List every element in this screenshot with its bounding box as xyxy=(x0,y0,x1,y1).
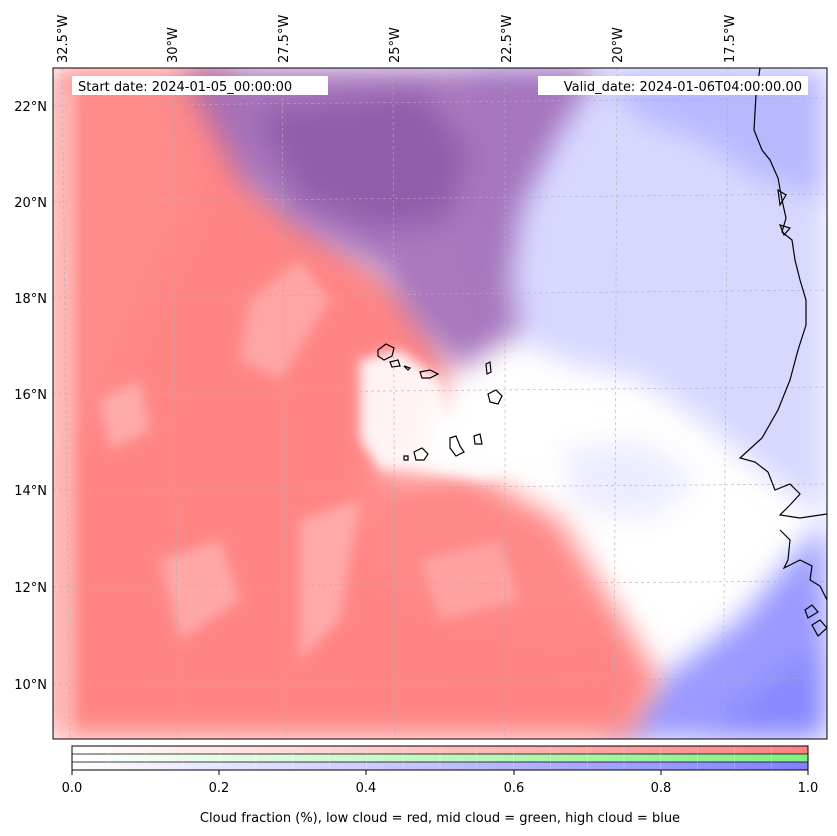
clear-gap xyxy=(360,350,520,480)
colorbar-tick-label: 1.0 xyxy=(798,781,819,796)
lat-label: 20°N xyxy=(14,196,47,211)
lon-label: 32.5°W xyxy=(56,15,71,63)
colorbar: 0.0 0.2 0.4 0.6 0.8 1.0 Cloud fraction (… xyxy=(62,745,819,826)
colorbar-tick-label: 0.6 xyxy=(504,781,525,796)
colorbar-dividers xyxy=(72,753,808,763)
colorbar-steps xyxy=(108,746,772,770)
colorbar-band-mid xyxy=(72,754,808,762)
start-date-box xyxy=(72,76,328,95)
colorbar-tick-label: 0.2 xyxy=(209,781,230,796)
lat-label: 22°N xyxy=(14,100,47,115)
lon-label: 25°W xyxy=(388,27,403,63)
colorbar-tick-label: 0.0 xyxy=(62,781,83,796)
colorbar-label: Cloud fraction (%), low cloud = red, mid… xyxy=(200,811,680,826)
lat-label: 14°N xyxy=(14,484,47,499)
gridlines xyxy=(53,68,827,739)
colorbar-band-low xyxy=(72,746,808,754)
africa-coast xyxy=(738,68,827,519)
start-date-label: Start date: 2024-01-05_00:00:00 xyxy=(78,80,292,95)
colorbar-tick-label: 0.4 xyxy=(356,781,377,796)
colorbar-tick-marks xyxy=(71,770,809,775)
map-frame xyxy=(52,67,828,740)
coastline xyxy=(738,68,827,637)
lon-label: 20°W xyxy=(611,27,626,63)
lat-label: 18°N xyxy=(14,292,47,307)
lon-label: 30°W xyxy=(166,27,181,63)
colorbar-tick-labels: 0.0 0.2 0.4 0.6 0.8 1.0 xyxy=(62,781,819,796)
lat-label: 12°N xyxy=(14,581,47,596)
colorbar-band-high xyxy=(72,762,808,770)
overlap-cloud-field xyxy=(180,68,600,370)
lon-label: 27.5°W xyxy=(277,15,292,63)
valid-date-box xyxy=(538,76,808,95)
longitude-labels: 32.5°W 30°W 27.5°W 25°W 22.5°W 20°W 17.5… xyxy=(56,15,738,63)
cloud-texture xyxy=(60,90,520,739)
valid-date-label: Valid_date: 2024-01-06T04:00:00.00 xyxy=(564,80,802,95)
cape-verde-islands xyxy=(377,343,503,461)
latitude-labels: 22°N 20°N 18°N 16°N 14°N 12°N 10°N xyxy=(14,100,47,693)
colorbar-frame xyxy=(71,745,809,771)
lat-label: 16°N xyxy=(14,388,47,403)
map-panel xyxy=(53,68,827,739)
lat-label: 10°N xyxy=(14,678,47,693)
lon-label: 17.5°W xyxy=(723,15,738,63)
lon-label: 22.5°W xyxy=(500,15,515,63)
colorbar-tick-label: 0.8 xyxy=(651,781,672,796)
